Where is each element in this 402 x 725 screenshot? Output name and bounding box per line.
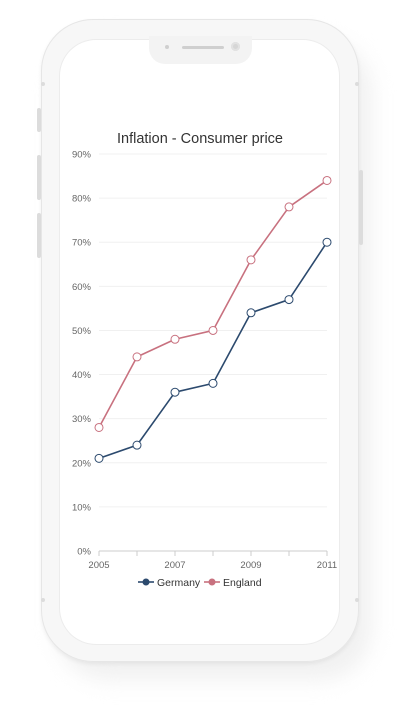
y-tick-label: 90% [72, 150, 92, 161]
data-point-england [322, 175, 332, 185]
data-point-germany [322, 237, 332, 247]
series-lines [98, 179, 328, 460]
frame-antenna-bottom-left [41, 598, 45, 602]
frame-antenna-top-left [41, 82, 45, 86]
legend[interactable]: Germany England [138, 577, 262, 589]
y-tick-label: 70% [72, 238, 92, 249]
y-tick-label: 10% [72, 502, 92, 513]
side-button-left-3 [37, 213, 41, 258]
side-button-left-1 [37, 108, 41, 132]
legend-marker-germany [142, 578, 150, 586]
data-point-england [170, 334, 180, 344]
frame-antenna-top-right [355, 82, 359, 86]
data-point-germany [94, 453, 104, 463]
axes: 0% 10% 20% 30% 40% 50% 60% 70% 80% 90% 2005 2007 200… [72, 150, 337, 572]
data-point-england [132, 352, 142, 362]
frame-antenna-bottom-right [355, 598, 359, 602]
chart-title: Inflation - Consumer price [117, 131, 283, 147]
notch-speaker [182, 46, 224, 49]
x-tick-label: 2005 [88, 560, 109, 571]
legend-item-germany[interactable]: Germany [138, 577, 201, 589]
data-point-england [208, 325, 218, 335]
y-tick-label: 30% [72, 414, 92, 425]
data-point-england [94, 422, 104, 432]
legend-item-england[interactable]: England [204, 577, 262, 589]
data-points [94, 175, 332, 463]
y-tick-label: 50% [72, 326, 92, 337]
notch-sensor [165, 45, 169, 49]
series-line-germany [98, 241, 328, 460]
data-point-germany [284, 295, 294, 305]
y-tick-label: 40% [72, 370, 92, 381]
legend-label-england: England [223, 577, 262, 589]
x-tick-label: 2011 [317, 560, 337, 571]
side-button-right [359, 170, 363, 245]
y-tick-label: 20% [72, 458, 92, 469]
legend-label-germany: Germany [157, 577, 201, 589]
data-point-germany [208, 378, 218, 388]
front-camera [231, 42, 240, 51]
data-point-germany [246, 308, 256, 318]
data-point-england [246, 255, 256, 265]
series-line-england [98, 179, 328, 428]
side-button-left-2 [37, 155, 41, 200]
data-point-germany [170, 387, 180, 397]
x-tick-label: 2007 [164, 560, 185, 571]
y-tick-label: 60% [72, 282, 92, 293]
y-tick-label: 0% [77, 547, 91, 558]
data-point-germany [132, 440, 142, 450]
x-tick-label: 2009 [240, 560, 261, 571]
y-tick-label: 80% [72, 194, 92, 205]
data-point-england [284, 202, 294, 212]
phone-screen [60, 40, 339, 644]
legend-marker-england [208, 578, 216, 586]
